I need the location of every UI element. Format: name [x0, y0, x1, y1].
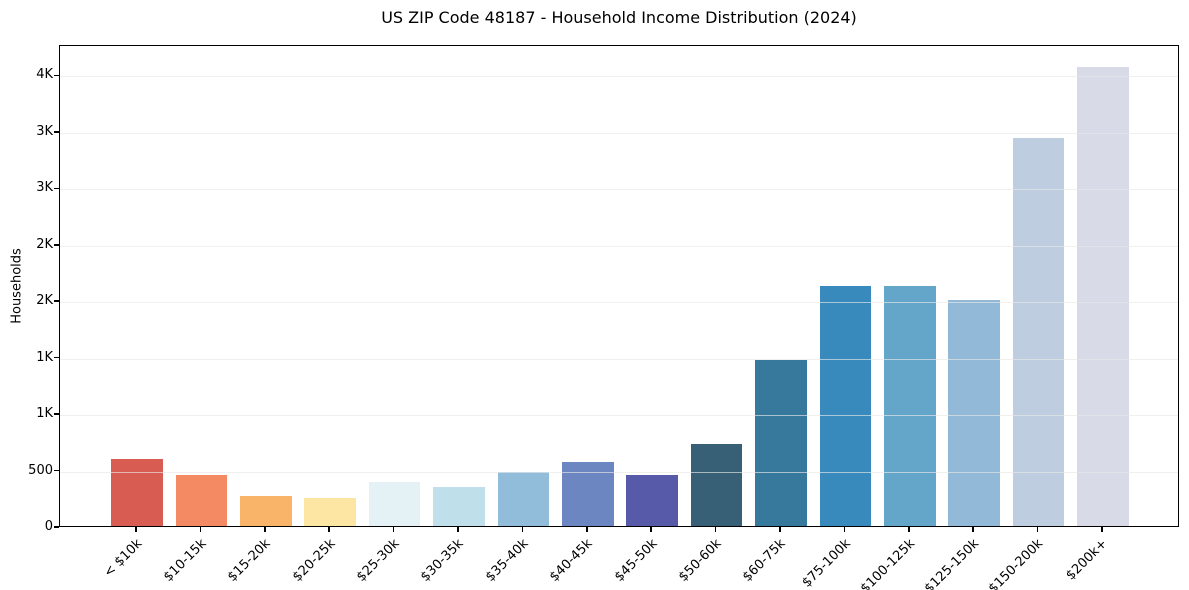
bar-$200k+ [1077, 67, 1129, 526]
x-tick-mark-$40-45k [586, 527, 588, 532]
x-tick-mark-$10-15k [199, 527, 202, 532]
x-tick-label-$30-35k: $30-35k [418, 536, 467, 585]
bar-$150-200k [1012, 138, 1065, 526]
y-tick-label-500: 500 [28, 462, 53, 478]
x-tick-label-$15-20k: $15-20k [225, 536, 274, 585]
y-tick-mark-3000 [54, 187, 59, 190]
bar-$25-30k [368, 482, 421, 526]
x-tick-mark-$75-100k [843, 527, 846, 532]
x-tick-mark-$200k+ [1101, 527, 1103, 532]
x-tick-label-$150-200k: $150-200k [986, 536, 1047, 590]
bar-$45-50k [626, 474, 678, 526]
x-tick-label-$60-75k: $60-75k [740, 536, 789, 585]
y-tick-mark-1500 [54, 356, 59, 359]
bar-$50-60k [690, 444, 743, 526]
x-tick-mark-$20-25k [328, 527, 330, 532]
bar-$60-75k [755, 360, 807, 526]
x-tick-label-$25-30k: $25-30k [354, 536, 403, 585]
x-tick-mark-$125-150k [972, 527, 974, 532]
gridline-2000 [60, 302, 1178, 304]
bar-< $10k [111, 458, 163, 526]
x-tick-label-< $10k: < $10k [100, 536, 145, 581]
gridline-500 [60, 471, 1178, 473]
y-tick-mark-500 [54, 469, 59, 472]
y-tick-label-2500: 2K [36, 236, 53, 252]
y-tick-mark-4000 [54, 74, 59, 77]
x-tick-mark-$30-35k [457, 527, 459, 532]
y-tick-label-1000: 1K [36, 406, 53, 422]
x-tick-label-$75-100k: $75-100k [798, 536, 854, 590]
bar-$125-150k [948, 299, 1000, 526]
x-tick-mark-$150-200k [1036, 527, 1039, 532]
x-tick-label-$20-25k: $20-25k [289, 536, 339, 585]
x-tick-mark-$25-30k [392, 527, 395, 532]
y-axis-label: Households [9, 248, 25, 324]
y-tick-mark-1000 [54, 413, 59, 415]
y-tick-mark-3500 [54, 131, 59, 133]
x-tick-label-$50-60k: $50-60k [676, 536, 725, 585]
gridline-1500 [60, 358, 1178, 360]
y-tick-mark-0 [54, 526, 59, 528]
y-tick-mark-2000 [54, 300, 59, 302]
bar-$20-25k [304, 497, 356, 526]
x-tick-mark-$100-125k [908, 527, 910, 532]
x-tick-label-$200k+: $200k+ [1063, 536, 1111, 584]
bar-$10-15k [175, 474, 228, 526]
gridline-3000 [60, 189, 1178, 191]
bar-$15-20k [240, 496, 292, 526]
x-tick-mark-< $10k [135, 527, 137, 532]
gridline-4000 [60, 76, 1178, 78]
x-tick-mark-$50-60k [714, 527, 717, 532]
bar-$35-40k [497, 472, 550, 526]
x-tick-label-$45-50k: $45-50k [611, 536, 661, 585]
y-tick-label-3500: 3K [36, 123, 53, 139]
x-tick-mark-$45-50k [650, 527, 652, 532]
chart-title: US ZIP Code 48187 - Household Income Dis… [381, 8, 857, 27]
y-tick-label-0: 0 [44, 519, 53, 534]
gridline-1000 [60, 415, 1178, 417]
bar-$75-100k [819, 286, 872, 526]
x-tick-mark-$15-20k [264, 527, 266, 532]
y-tick-label-1500: 1K [36, 349, 53, 365]
plot-area [59, 45, 1179, 527]
x-tick-label-$10-15k: $10-15k [160, 536, 210, 585]
x-tick-label-$35-40k: $35-40k [482, 536, 532, 585]
gridline-3500 [60, 132, 1178, 134]
x-tick-mark-$35-40k [521, 527, 524, 532]
x-tick-label-$100-125k: $100-125k [857, 536, 918, 590]
y-tick-label-2000: 2K [36, 293, 53, 309]
y-tick-label-4000: 4K [36, 67, 53, 83]
bar-$30-35k [433, 486, 485, 526]
y-tick-mark-2500 [54, 244, 59, 246]
x-tick-label-$40-45k: $40-45k [547, 536, 596, 585]
x-tick-label-$125-150k: $125-150k [921, 536, 983, 590]
y-tick-label-3000: 3K [36, 180, 53, 196]
x-tick-mark-$60-75k [779, 527, 781, 532]
gridline-2500 [60, 245, 1178, 247]
bar-$100-125k [884, 285, 936, 526]
